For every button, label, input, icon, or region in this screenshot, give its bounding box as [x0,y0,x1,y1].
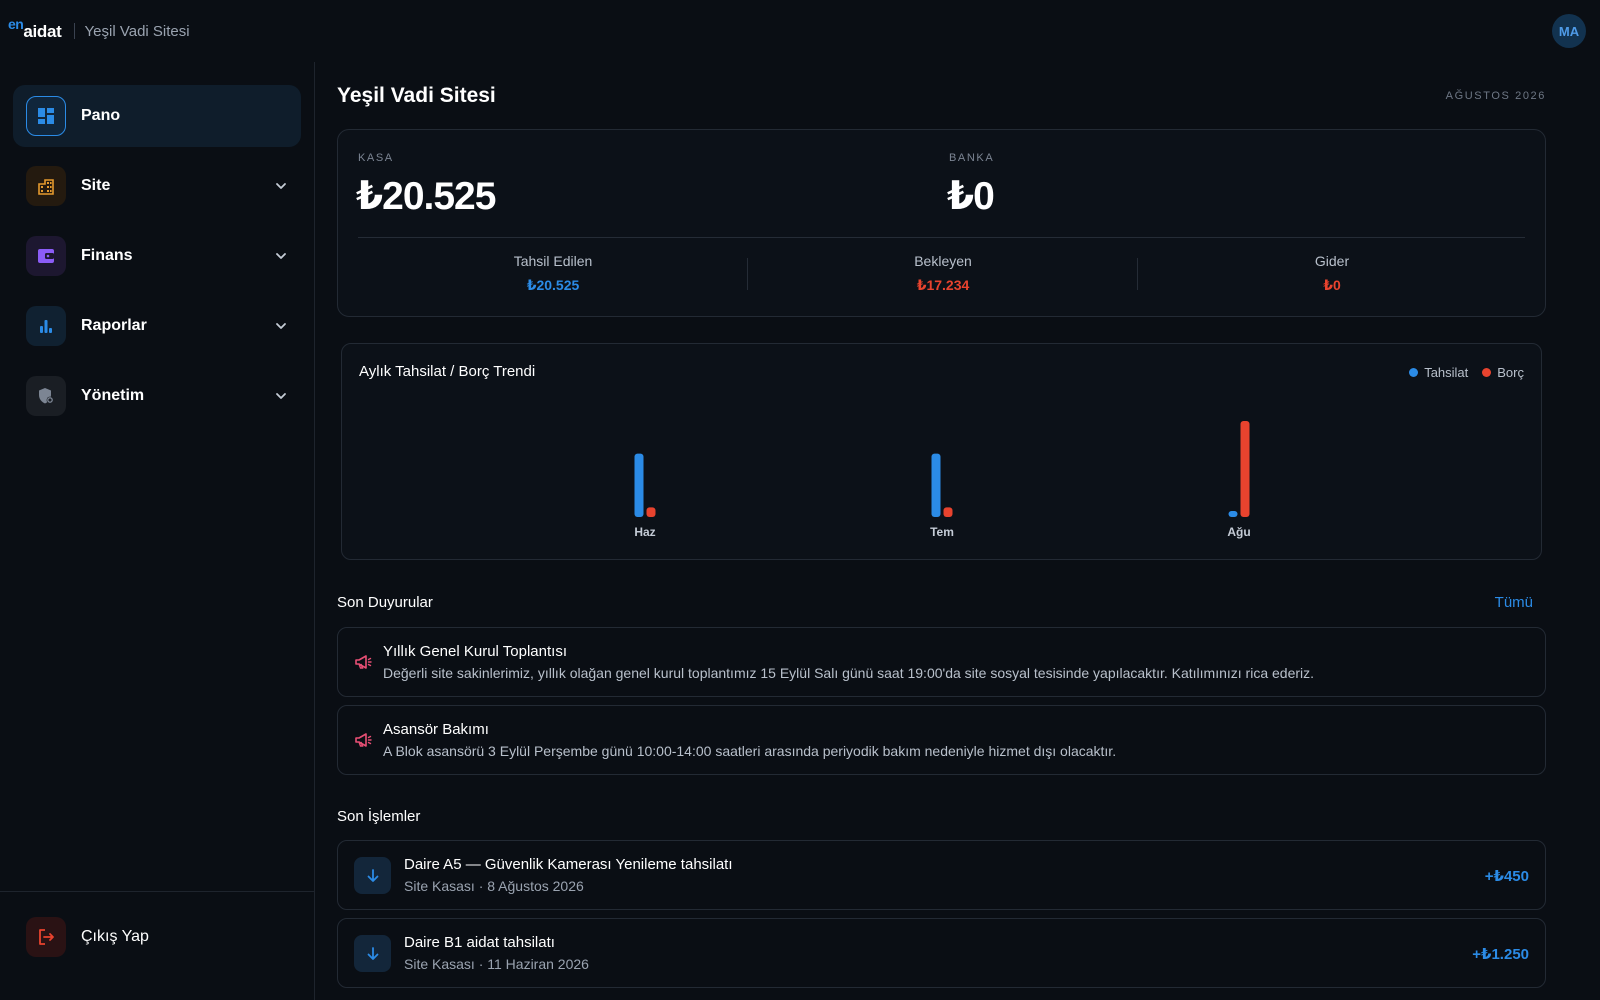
announcement-title: Asansör Bakımı [383,721,489,738]
sidebar: Pano Site Finans Raporlar Yönetim [0,62,315,1000]
sidebar-item-label: Pano [81,107,121,124]
header-divider [73,23,75,39]
header-site-name: Yeşil Vadi Sitesi [84,22,190,40]
bar-tahsilat-tem [931,453,941,517]
user-avatar[interactable]: MA [1552,14,1586,48]
stat-value: ₺0 [1323,277,1341,293]
announcements-title: Son Duyurular [337,594,433,611]
balance-card: KASA ₺20.525 BANKA ₺0 Tahsil Edilen ₺20.… [337,129,1546,317]
logout-icon [26,917,66,957]
x-tick-label: Ağu [1227,525,1250,539]
stat-label: Bekleyen [914,253,972,269]
legend-label: Borç [1497,365,1524,380]
transaction-amount: +₺1.250 [1472,946,1529,963]
balance-divider [358,237,1525,238]
legend-item-borc: Borç [1482,365,1524,380]
chevron-down-icon[interactable] [261,319,301,333]
bar-borç-ağu [1240,421,1250,517]
bar-borç-haz [646,507,656,517]
arrow-down-icon [354,857,391,894]
megaphone-icon [354,653,372,676]
sidebar-item-label: Site [81,177,111,194]
sidebar-item-finans[interactable]: Finans [13,225,301,287]
dashboard-icon [26,96,66,136]
stat-label: Gider [1314,253,1350,269]
chevron-down-icon[interactable] [261,249,301,263]
shield-gear-icon [26,376,66,416]
transaction-subtitle: Site Kasası · 8 Ağustos 2026 [404,878,584,894]
legend-label: Tahsilat [1424,365,1469,380]
period-label: AĞUSTOS 2026 [1445,90,1546,102]
buildings-icon [26,166,66,206]
sidebar-item-yonetim[interactable]: Yönetim [13,365,301,427]
legend-item-tahsilat: Tahsilat [1409,365,1468,380]
bar-tahsilat-ağu [1228,511,1238,517]
stat-divider [747,258,748,290]
see-all-link[interactable]: Tümü [1494,594,1533,611]
logo-aidat: aidat [23,21,62,41]
stat-divider [1137,258,1138,290]
transactions-title: Son İşlemler [337,808,421,825]
transaction-title: Daire A5 — Güvenlik Kamerası Yenileme ta… [404,856,733,873]
sidebar-item-pano[interactable]: Pano [13,85,301,147]
transaction-amount: +₺450 [1484,868,1529,885]
transaction-subtitle: Site Kasası · 11 Haziran 2026 [404,956,589,972]
stat-value: ₺20.525 [526,277,580,293]
x-tick-label: Tem [930,525,954,539]
announcement-title: Yıllık Genel Kurul Toplantısı [383,643,567,660]
transaction-item[interactable]: Daire B1 aidat tahsilatı Site Kasası · 1… [337,918,1546,988]
bar-tahsilat-haz [634,453,644,517]
stat-pending: Bekleyen ₺17.234 [748,253,1138,294]
stat-collected: Tahsil Edilen ₺20.525 [358,253,748,294]
legend-dot [1409,368,1419,377]
cash-value: ₺20.525 [356,175,496,218]
sidebar-item-raporlar[interactable]: Raporlar [13,295,301,357]
sidebar-footer: Çıkış Yap [0,891,315,1000]
legend-dot [1482,368,1492,377]
announcement-item[interactable]: Asansör Bakımı A Blok asansörü 3 Eylül P… [337,705,1546,775]
announcement-body: A Blok asansörü 3 Eylül Perşembe günü 10… [383,743,1117,759]
chart-title: Aylık Tahsilat / Borç Trendi [359,363,536,380]
trend-chart-card: Aylık Tahsilat / Borç Trendi Tahsilat Bo… [341,343,1542,560]
announcement-body: Değerli site sakinlerimiz, yıllık olağan… [383,665,1315,681]
stat-expense: Gider ₺0 [1137,253,1527,294]
top-bar: en aidat Yeşil Vadi Sitesi MA [0,0,1600,62]
chevron-down-icon[interactable] [261,389,301,403]
stat-value: ₺17.234 [916,277,970,293]
sidebar-item-label: Raporlar [81,317,147,334]
chart-legend: Tahsilat Borç [1395,365,1524,380]
cash-label: KASA [358,152,394,164]
x-tick-label: Haz [634,525,655,539]
stat-label: Tahsil Edilen [513,253,593,269]
trend-chart: Haz Tem Ağu [634,421,1251,539]
chevron-down-icon[interactable] [261,179,301,193]
bank-label: BANKA [949,152,995,164]
logout-button[interactable]: Çıkış Yap [13,906,301,968]
transaction-item[interactable]: Daire A5 — Güvenlik Kamerası Yenileme ta… [337,840,1546,910]
bar-chart-icon [26,306,66,346]
bar-borç-tem [943,507,953,517]
sidebar-item-label: Finans [81,247,133,264]
logout-label: Çıkış Yap [81,928,149,945]
bank-value: ₺0 [947,175,995,218]
announcement-item[interactable]: Yıllık Genel Kurul Toplantısı Değerli si… [337,627,1546,697]
app-logo[interactable]: en aidat [8,17,62,41]
sidebar-item-label: Yönetim [81,387,145,404]
page-title: Yeşil Vadi Sitesi [337,84,496,107]
arrow-down-icon [354,935,391,972]
megaphone-icon [354,731,372,754]
sidebar-item-site[interactable]: Site [13,155,301,217]
logo-en: en [8,15,24,32]
avatar-initials: MA [1558,23,1580,39]
transaction-title: Daire B1 aidat tahsilatı [404,934,555,951]
wallet-icon [26,236,66,276]
